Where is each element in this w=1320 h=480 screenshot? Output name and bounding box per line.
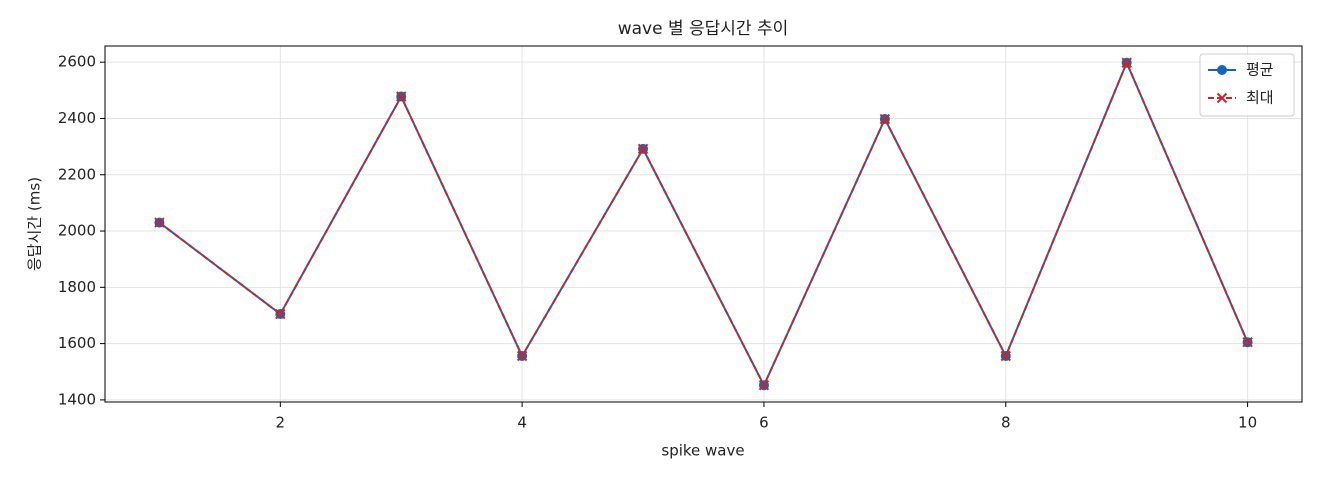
marker-x xyxy=(275,308,286,320)
marker-x xyxy=(879,113,891,125)
x-tick-label: 2 xyxy=(276,414,286,432)
y-tick-label: 2400 xyxy=(58,109,96,127)
x-tick-label: 4 xyxy=(517,414,527,432)
y-tick-label: 2000 xyxy=(58,222,96,240)
marker-x xyxy=(516,350,528,362)
y-tick-label: 1600 xyxy=(58,334,96,352)
marker-x xyxy=(154,217,165,228)
y-tick-label: 1800 xyxy=(58,278,96,296)
marker-x xyxy=(1000,350,1011,362)
legend-marker xyxy=(1217,65,1227,75)
x-axis-label: spike wave xyxy=(661,442,744,460)
chart-title: wave 별 응답시간 추이 xyxy=(618,19,789,39)
plot-frame xyxy=(104,45,1303,403)
y-axis-label: 응답시간 (ms) xyxy=(26,177,44,271)
series-line xyxy=(158,60,1249,388)
plot xyxy=(154,57,1253,391)
marker-x xyxy=(396,91,407,102)
marker-x xyxy=(758,380,770,391)
y-tick-label: 2200 xyxy=(58,165,96,183)
legend-marker xyxy=(1216,92,1228,104)
y-tick-label: 2600 xyxy=(58,53,96,71)
marker-x xyxy=(1242,336,1253,348)
x-tick-label: 6 xyxy=(759,414,769,432)
x-tick-label: 10 xyxy=(1238,414,1257,432)
legend-label: 평균 xyxy=(1246,61,1274,79)
marker-x xyxy=(637,143,649,155)
legend-label: 최대 xyxy=(1246,89,1274,107)
marker-x xyxy=(1121,57,1132,68)
x-tick-label: 8 xyxy=(1001,414,1011,432)
grid xyxy=(105,46,1302,402)
y-tick-label: 1400 xyxy=(58,390,96,408)
